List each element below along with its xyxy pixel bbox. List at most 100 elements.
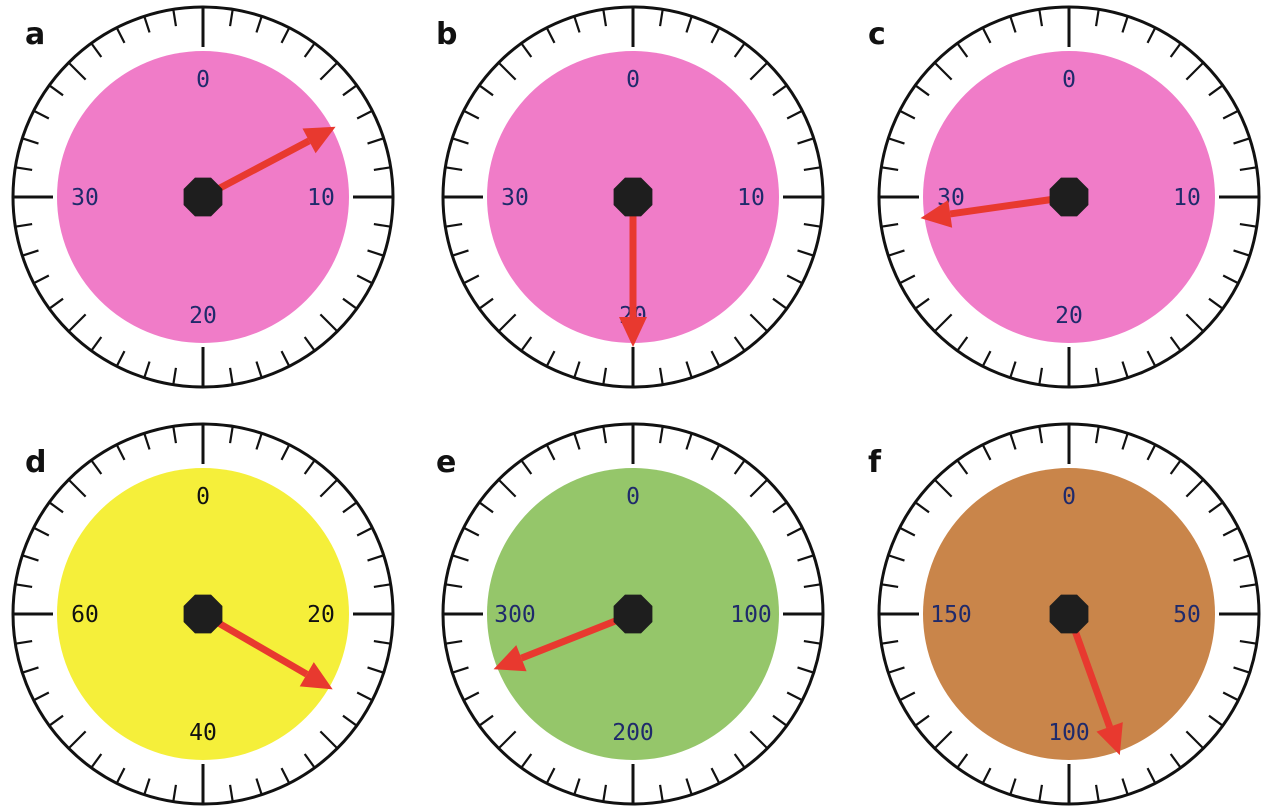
dial-tick <box>749 478 769 498</box>
dial-tick <box>445 222 463 228</box>
dial-tick <box>1233 137 1251 145</box>
dial-tick <box>1222 526 1239 537</box>
dial-number: 30 <box>71 185 99 211</box>
dial-tick <box>899 109 916 120</box>
dial-number: 100 <box>730 602 772 628</box>
dial-tick <box>15 583 33 589</box>
dial-tick <box>1038 9 1044 27</box>
dial-tick <box>367 249 385 257</box>
dial-tick <box>15 222 33 228</box>
dial-a: 0 10 20 30 a <box>11 5 395 389</box>
dial-tick <box>255 361 263 379</box>
dial-tick <box>33 691 50 702</box>
dial-tick <box>956 42 969 58</box>
dial-tick <box>1239 222 1257 228</box>
dial-tick <box>67 313 87 333</box>
dial-tick <box>463 274 480 285</box>
dial-tick <box>303 459 316 475</box>
dial-number: 10 <box>307 185 335 211</box>
dial-tick <box>356 109 373 120</box>
dial-tick <box>1094 9 1100 27</box>
dial-number: 0 <box>196 67 210 93</box>
dial-tick <box>772 501 788 514</box>
dial-tick <box>933 313 953 333</box>
dial-tick <box>445 583 463 589</box>
dial-tick <box>786 526 803 537</box>
dial-tick <box>463 691 480 702</box>
dial-tick <box>733 459 746 475</box>
dial-number: 0 <box>626 484 640 510</box>
dial-tick <box>319 478 339 498</box>
dial-tick <box>803 639 821 645</box>
dial-tick <box>1239 639 1257 645</box>
panel-letter-a: a <box>25 17 45 52</box>
dial-tick <box>90 42 103 58</box>
needle-hub <box>613 177 653 217</box>
dial-tick <box>956 753 969 769</box>
dial-tick <box>373 583 391 589</box>
dial-tick <box>172 9 178 27</box>
dial-tick <box>1094 367 1100 385</box>
dial-tick <box>685 361 693 379</box>
dial-tick <box>573 15 581 33</box>
dial-tick <box>710 444 721 461</box>
needle-hub <box>183 594 223 634</box>
dial-tick <box>342 297 358 310</box>
dial-tick <box>1169 42 1182 58</box>
dial-tick <box>1169 336 1182 352</box>
needle-hub <box>183 177 223 217</box>
dial-tick <box>451 249 469 257</box>
dial-number: 200 <box>612 720 654 746</box>
dial-tick <box>914 501 930 514</box>
dial-tick <box>48 297 64 310</box>
dial-tick <box>1146 350 1157 367</box>
dial-tick <box>881 639 899 645</box>
dial-tick <box>933 478 953 498</box>
dial-tick <box>545 350 556 367</box>
dial-tick <box>899 526 916 537</box>
dial-tick <box>115 27 126 44</box>
dial-number: 20 <box>189 303 217 329</box>
dial-tick <box>733 753 746 769</box>
dial-tick <box>685 432 693 450</box>
dial-tick <box>520 753 533 769</box>
dial-tick <box>342 714 358 727</box>
dial-tick <box>319 313 339 333</box>
dial-tick <box>143 778 151 796</box>
dial-tick <box>33 109 50 120</box>
dial-tick <box>478 501 494 514</box>
dial-tick <box>710 767 721 784</box>
dial-tick <box>786 274 803 285</box>
dial-tick <box>497 478 517 498</box>
dial-tick <box>981 767 992 784</box>
needle-arrowhead <box>493 645 527 672</box>
dial-tick <box>1185 313 1205 333</box>
dial-tick <box>1146 444 1157 461</box>
dial-tick <box>573 432 581 450</box>
dial-tick <box>356 274 373 285</box>
dial-tick <box>520 42 533 58</box>
dial-tick <box>115 444 126 461</box>
dial-tick <box>373 639 391 645</box>
dial-tick <box>573 361 581 379</box>
dial-tick <box>772 84 788 97</box>
dial-tick <box>67 478 87 498</box>
dial-tick <box>1208 84 1224 97</box>
dial-number: 300 <box>494 602 536 628</box>
dial-tick <box>602 426 608 444</box>
dial-tick <box>803 222 821 228</box>
dial-tick <box>1222 691 1239 702</box>
dial-tick <box>545 444 556 461</box>
dial-tick <box>772 297 788 310</box>
dial-tick <box>1185 730 1205 750</box>
dial-tick <box>1094 784 1100 802</box>
dial-tick <box>658 426 664 444</box>
panel-letter-b: b <box>436 17 457 52</box>
dial-tick <box>981 444 992 461</box>
dial-tick <box>497 313 517 333</box>
dial-tick <box>280 27 291 44</box>
dial-tick <box>48 714 64 727</box>
dial-tick <box>356 526 373 537</box>
dial-tick <box>733 42 746 58</box>
